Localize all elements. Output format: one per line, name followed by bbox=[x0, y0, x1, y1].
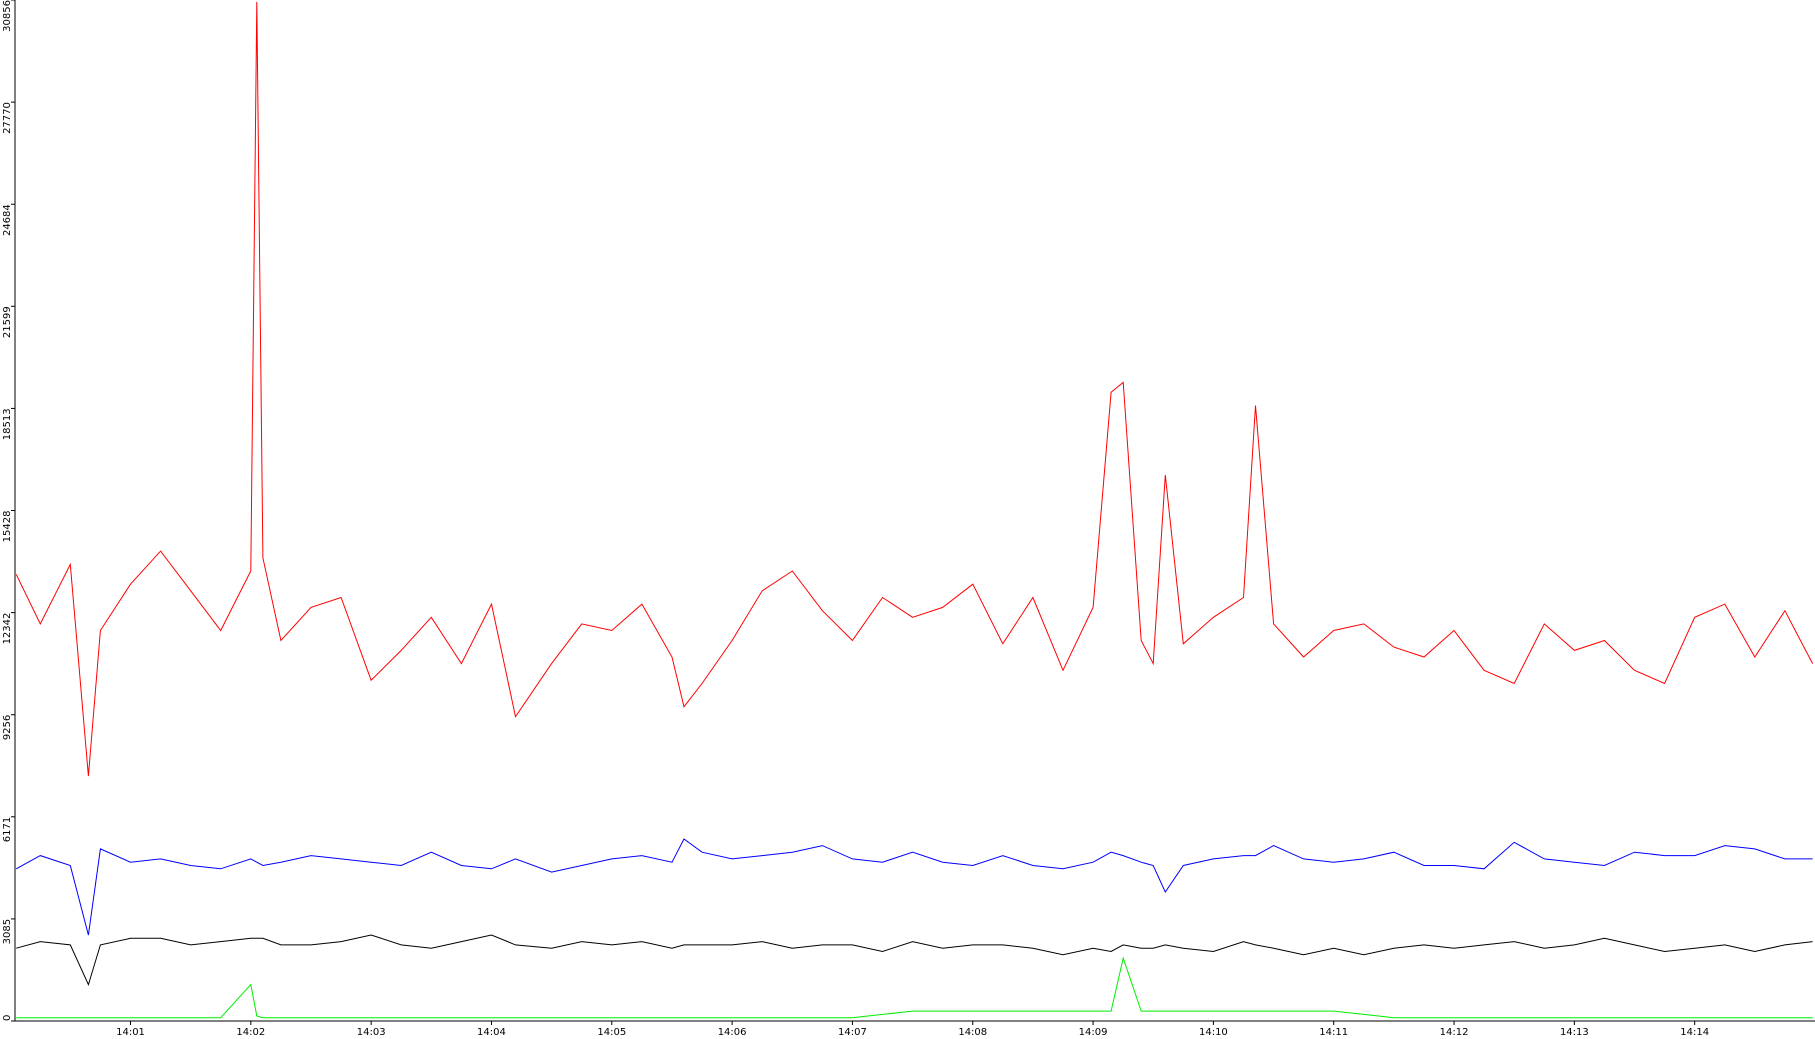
x-tick-label: 14:11 bbox=[1319, 1027, 1348, 1038]
x-tick-label: 14:07 bbox=[838, 1027, 867, 1038]
x-tick-label: 14:12 bbox=[1440, 1027, 1469, 1038]
y-tick-label: 6171 bbox=[2, 817, 13, 842]
x-tick-label: 14:06 bbox=[718, 1027, 747, 1038]
y-tick-label: 3085 bbox=[2, 919, 13, 944]
x-tick-label: 14:08 bbox=[958, 1027, 987, 1038]
y-tick-label: 27770 bbox=[2, 102, 13, 134]
y-tick-label: 15428 bbox=[2, 511, 13, 543]
series-line bbox=[16, 934, 1813, 987]
y-tick-label: 18513 bbox=[2, 408, 13, 440]
x-tick-label: 14:09 bbox=[1079, 1027, 1108, 1038]
x-tick-label: 14:03 bbox=[357, 1027, 386, 1038]
x-tick-label: 14:13 bbox=[1560, 1027, 1589, 1038]
series-line bbox=[16, 956, 1813, 1019]
x-tick-label: 14:04 bbox=[477, 1027, 506, 1038]
y-tick-label: 24684 bbox=[2, 204, 13, 236]
x-tick-label: 14:02 bbox=[236, 1027, 265, 1038]
y-tick-label: 9256 bbox=[2, 715, 13, 740]
y-tick-label: 0 bbox=[2, 1015, 13, 1021]
y-tick-label: 30856 bbox=[2, 0, 13, 32]
x-tick-label: 14:14 bbox=[1680, 1027, 1709, 1038]
series-line bbox=[15, 1, 1814, 777]
y-tick-label: 12342 bbox=[2, 613, 13, 645]
x-tick-label: 14:01 bbox=[116, 1027, 145, 1038]
x-tick-label: 14:10 bbox=[1199, 1027, 1228, 1038]
series-line bbox=[15, 838, 1813, 936]
x-tick-label: 14:05 bbox=[597, 1027, 626, 1038]
y-tick-label: 21599 bbox=[2, 306, 13, 338]
